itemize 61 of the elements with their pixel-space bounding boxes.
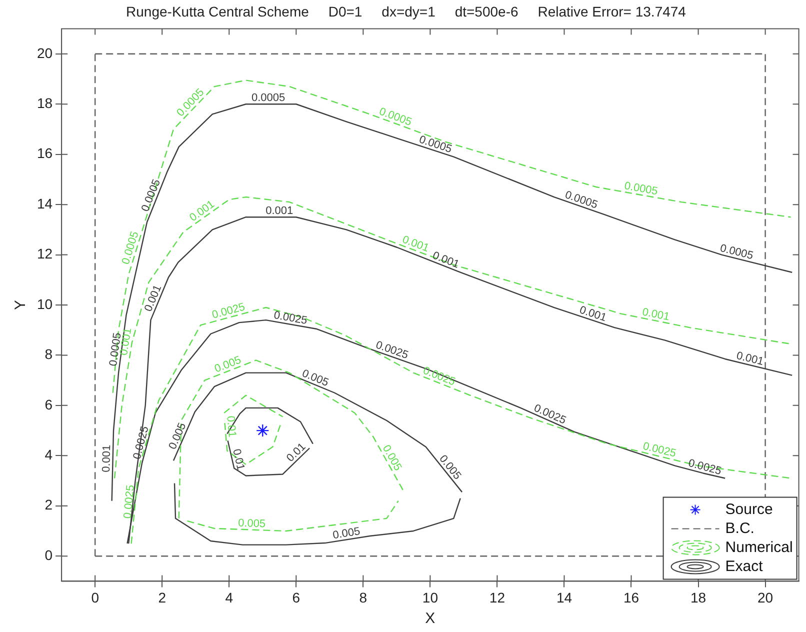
annotation: 0.001: [641, 306, 671, 324]
annotation: 0.005: [166, 421, 189, 452]
annotation: 0.001: [430, 250, 461, 271]
annotation: 0.0025: [272, 309, 308, 328]
annotation: 0.001: [578, 304, 608, 324]
annotation: 0.001: [735, 350, 765, 368]
x-tick-label: 16: [623, 589, 640, 606]
annotation: 0.005: [238, 517, 266, 530]
x-tick-label: 0: [91, 589, 100, 606]
y-tick-label: 2: [44, 496, 53, 513]
x-tick-label: 8: [359, 589, 368, 606]
chart-title: Runge-Kutta Central Scheme D0=1 dx=dy=1 dt=500e-6 Relative Error= 13.7474: [126, 3, 686, 20]
annotation: 0.005: [380, 443, 404, 473]
x-axis-title: X: [425, 610, 436, 628]
annotation: 0.0025: [421, 364, 457, 388]
y-tick-label: 12: [36, 246, 53, 262]
annotation: 0.0005: [252, 92, 286, 104]
x-tick-label: 14: [556, 589, 572, 606]
y-tick-label: 18: [36, 94, 53, 111]
legend-label: B.C.: [725, 520, 754, 537]
legend-label: Exact: [725, 558, 764, 575]
y-tick-label: 6: [44, 396, 53, 412]
annotation: 0.001: [142, 283, 164, 314]
annotation: 0.0025: [374, 339, 410, 362]
annotation: 0.005: [212, 354, 243, 376]
y-tick-label: 0: [44, 546, 53, 563]
y-tick-label: 20: [36, 44, 53, 61]
y-tick-label: 16: [36, 145, 53, 162]
annotation: 0.0025: [687, 457, 723, 478]
annotation: 0.0025: [642, 440, 678, 460]
annotation: 0.0025: [210, 301, 246, 322]
annotation: 0.01: [284, 440, 308, 464]
annotation: 0.005: [300, 368, 330, 390]
x-tick-label: 10: [422, 589, 438, 606]
annotation: 0.0005: [718, 242, 754, 262]
annotation: 0.001: [266, 205, 294, 218]
x-tick-label: 20: [758, 589, 774, 606]
annotation: 0.0005: [623, 180, 659, 198]
annotation: 0.0005: [563, 188, 600, 212]
annotation: 0.01: [224, 415, 238, 438]
annotation: 0.0025: [122, 484, 137, 520]
legend-label: Numerical: [725, 538, 793, 556]
annotation: 0.001: [100, 444, 114, 472]
annotation: 0.005: [332, 526, 362, 542]
x-tick-label: 18: [690, 589, 706, 606]
annotation: 0.0005: [418, 134, 454, 156]
annotation: 0.0005: [378, 106, 414, 129]
annotation: 0.01: [230, 448, 247, 472]
x-tick-label: 4: [225, 589, 234, 606]
annotation: 0.0005: [139, 178, 164, 214]
x-tick-label: 12: [489, 589, 506, 606]
y-axis-title: Y: [12, 300, 30, 310]
y-tick-label: 8: [44, 346, 53, 362]
x-tick-label: 2: [158, 589, 166, 606]
y-tick-label: 14: [36, 195, 53, 212]
x-tick-label: 6: [292, 589, 300, 606]
legend-label: Source: [725, 500, 773, 518]
y-tick-label: 4: [44, 446, 53, 463]
annotation: 0.0005: [120, 230, 142, 266]
annotation: 0.001: [400, 234, 431, 255]
y-tick-label: 10: [36, 296, 53, 312]
